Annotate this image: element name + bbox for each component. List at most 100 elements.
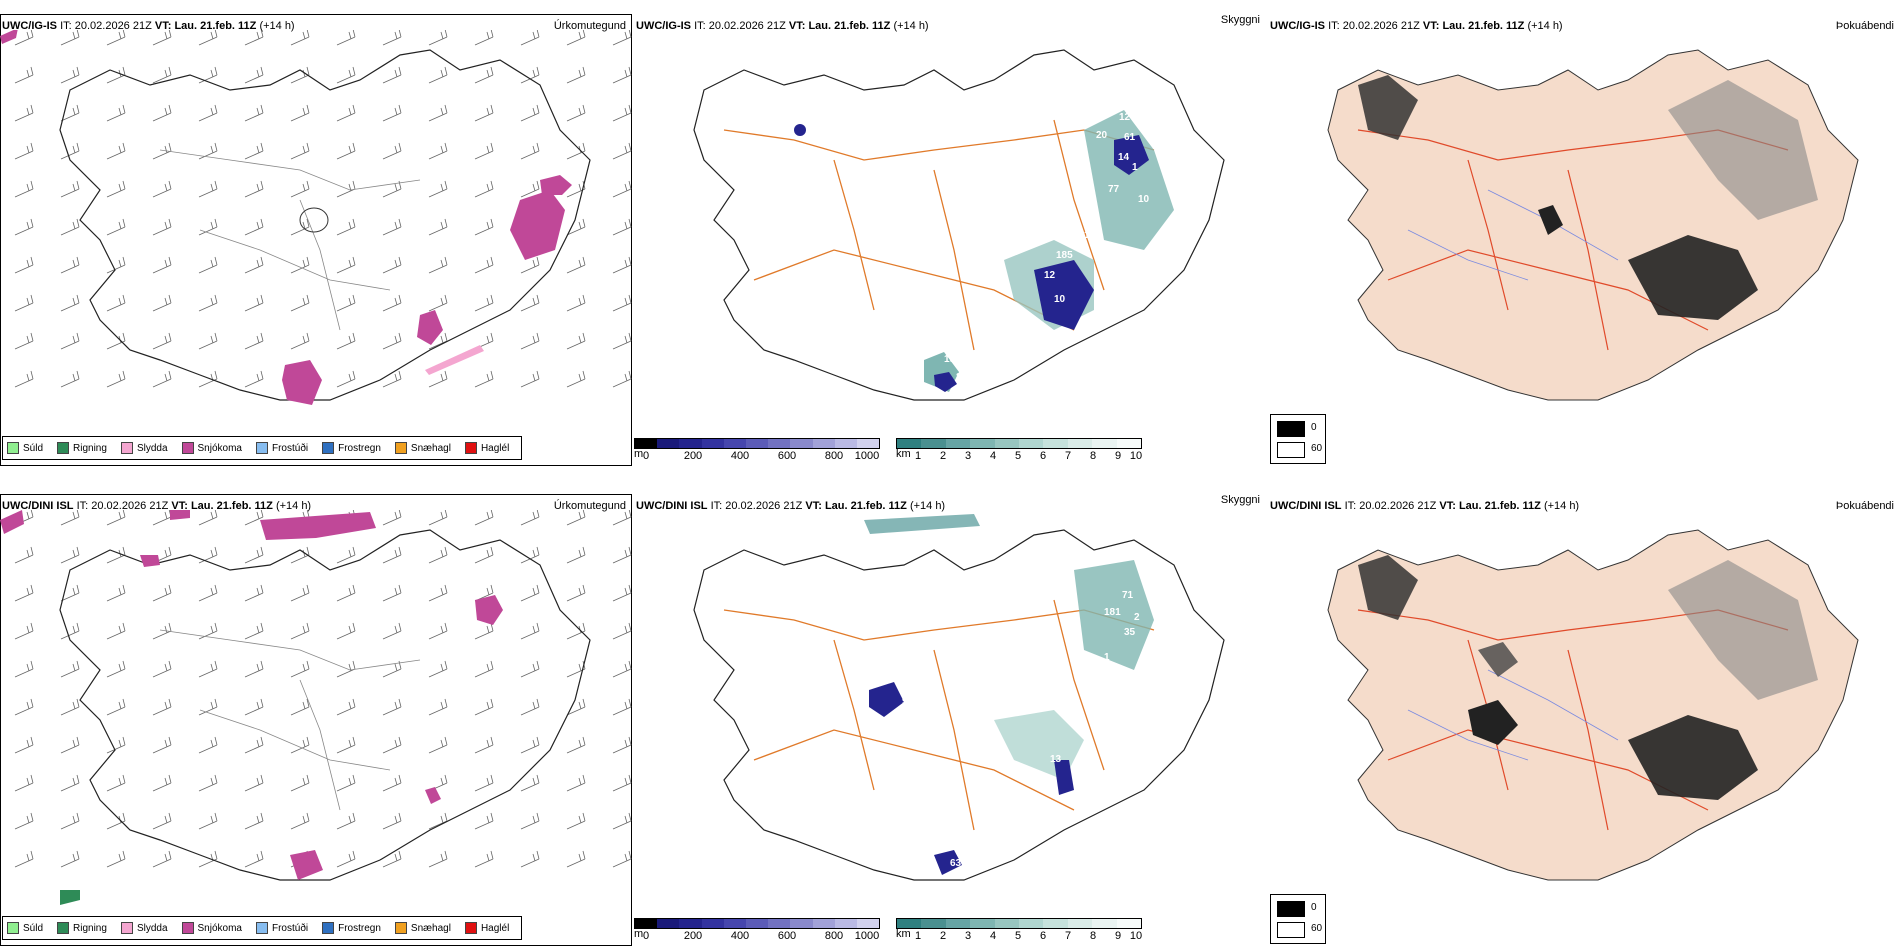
vt-label: VT: bbox=[788, 20, 806, 32]
colorbar-swatches bbox=[896, 918, 1142, 929]
visibility-value: 2 bbox=[1134, 612, 1140, 623]
legend-item: Haglél bbox=[464, 442, 510, 454]
visibility-value: 12 bbox=[1044, 270, 1056, 281]
tick-label: 0 bbox=[642, 450, 650, 462]
legend-item: Haglél bbox=[464, 922, 509, 934]
tick-label: 8 bbox=[1089, 930, 1097, 942]
run-header: UWC/DINI ISL IT: 20.02.2026 21Z VT: Lau.… bbox=[1270, 500, 1579, 512]
legend-label: Frostúði bbox=[271, 442, 309, 454]
tick-label: 7 bbox=[1064, 450, 1072, 462]
tick-label: 2 bbox=[939, 930, 947, 942]
visibility-value: 1 bbox=[1104, 652, 1110, 663]
legend-label: Snæhagl bbox=[410, 442, 451, 454]
legend-swatch bbox=[7, 442, 19, 454]
fog-color-key-bottom: 0 60 bbox=[1270, 894, 1326, 944]
visibility-panel-top: UWC/IG-IS IT: 20.02.2026 21Z VT: Lau. 21… bbox=[634, 0, 1268, 470]
init-time: 20.02.2026 21Z bbox=[1342, 20, 1420, 32]
colorbar-meters: 0 200 400 600 800 1000 m bbox=[634, 918, 880, 942]
valid-time: Lau. 21.feb. 11Z bbox=[1458, 500, 1541, 512]
run-header: UWC/IG-IS IT: 20.02.2026 21Z VT: Lau. 21… bbox=[2, 20, 295, 32]
fog-panel-bottom: UWC/DINI ISL IT: 20.02.2026 21Z VT: Lau.… bbox=[1268, 480, 1900, 950]
lead-time: (+14 h) bbox=[1543, 500, 1580, 512]
vt-label: VT: bbox=[171, 500, 188, 512]
init-time: 20.02.2026 21Z bbox=[1359, 500, 1437, 512]
tick-label: 10 bbox=[1129, 450, 1143, 462]
it-label: IT: bbox=[1344, 500, 1357, 512]
tick-label: 9 bbox=[1114, 930, 1122, 942]
it-label: IT: bbox=[710, 500, 723, 512]
tick-label: 5 bbox=[1014, 450, 1022, 462]
visibility-value: 13 bbox=[1112, 94, 1124, 105]
vt-label: VT: bbox=[154, 20, 172, 32]
panel-title: Skyggni bbox=[1220, 494, 1260, 506]
tick-label: 800 bbox=[824, 450, 844, 462]
run-header: UWC/IG-IS IT: 20.02.2026 21Z VT: Lau. 21… bbox=[1270, 20, 1563, 32]
legend-swatch bbox=[322, 922, 335, 934]
legend-swatch bbox=[7, 922, 19, 934]
tick-label: 5 bbox=[1014, 930, 1022, 942]
tick-label: 2 bbox=[939, 450, 947, 462]
legend-item: Súld bbox=[7, 922, 43, 934]
legend-swatch bbox=[255, 922, 268, 934]
iceland-precip-map bbox=[0, 30, 632, 405]
init-time: 20.02.2026 21Z bbox=[708, 20, 786, 32]
legend-item: Frostregn bbox=[322, 922, 381, 934]
visibility-value: 105 bbox=[1084, 230, 1101, 241]
iceland-fog-map bbox=[1327, 529, 1859, 881]
it-label: IT: bbox=[694, 20, 706, 32]
visibility-value: 19 bbox=[944, 354, 956, 365]
visibility-value: 86 bbox=[956, 372, 968, 383]
visibility-value: 94 bbox=[902, 696, 914, 707]
legend-label: Snæhagl bbox=[410, 922, 451, 934]
init-time: 20.02.2026 21Z bbox=[74, 20, 152, 32]
it-label: IT: bbox=[76, 500, 89, 512]
tick-label: 7 bbox=[1064, 930, 1072, 942]
model-name: UWC/IG-IS bbox=[636, 20, 691, 32]
tick-label: 10 bbox=[1129, 930, 1143, 942]
legend-item: Rigning bbox=[57, 922, 107, 934]
visibility-value: 20 bbox=[1096, 130, 1108, 141]
fog-panel-top: UWC/IG-IS IT: 20.02.2026 21Z VT: Lau. 21… bbox=[1268, 0, 1900, 470]
legend-item: Frostúði bbox=[255, 922, 308, 934]
legend-item: Slydda bbox=[120, 442, 168, 454]
colorbar-unit: m bbox=[634, 448, 644, 460]
fog-key-low-swatch bbox=[1277, 901, 1305, 917]
legend-item: Snæhagl bbox=[394, 442, 451, 454]
legend-item: Frostregn bbox=[322, 442, 381, 454]
tick-label: 1000 bbox=[854, 930, 880, 942]
visibility-value: 181 bbox=[1104, 607, 1121, 618]
fog-key-high-label: 60 bbox=[1311, 923, 1323, 934]
tick-label: 0 bbox=[642, 930, 650, 942]
colorbar-unit: m bbox=[634, 928, 644, 940]
model-name: UWC/IG-IS bbox=[1270, 20, 1325, 32]
vt-label: VT: bbox=[1422, 20, 1440, 32]
legend-item: Rigning bbox=[57, 442, 107, 454]
tick-label: 1 bbox=[914, 450, 922, 462]
legend-label: Snjókoma bbox=[197, 442, 242, 454]
panel-frame bbox=[0, 494, 632, 946]
visibility-value: 71 bbox=[1122, 590, 1134, 601]
tick-label: 400 bbox=[730, 930, 750, 942]
run-header: UWC/DINI ISL IT: 20.02.2026 21Z VT: Lau.… bbox=[2, 500, 311, 512]
visibility-value: 98 bbox=[964, 200, 976, 211]
legend-item: Frostúði bbox=[255, 442, 309, 454]
legend-swatch bbox=[120, 442, 133, 454]
panel-title: Þokuábendi bbox=[1835, 500, 1894, 512]
legend-item: Súld bbox=[7, 442, 43, 454]
model-name: UWC/DINI ISL bbox=[2, 500, 74, 512]
legend-label: Haglél bbox=[480, 442, 510, 454]
tick-label: 600 bbox=[777, 930, 797, 942]
tick-label: 8 bbox=[1089, 450, 1097, 462]
panel-frame bbox=[0, 14, 632, 466]
init-time: 20.02.2026 21Z bbox=[725, 500, 803, 512]
visibility-value: 13 bbox=[1050, 754, 1062, 765]
visibility-value: 2 bbox=[912, 682, 918, 693]
legend-swatch bbox=[322, 442, 335, 454]
legend-label: Snjókoma bbox=[197, 922, 242, 934]
fog-key-low-label: 0 bbox=[1311, 422, 1317, 433]
visibility-panel-bottom: UWC/DINI ISL IT: 20.02.2026 21Z VT: Lau.… bbox=[634, 480, 1268, 950]
legend-label: Slydda bbox=[136, 442, 168, 454]
precip-type-panel-top: UWC/IG-IS IT: 20.02.2026 21Z VT: Lau. 21… bbox=[0, 0, 634, 470]
vt-label: VT: bbox=[805, 500, 822, 512]
